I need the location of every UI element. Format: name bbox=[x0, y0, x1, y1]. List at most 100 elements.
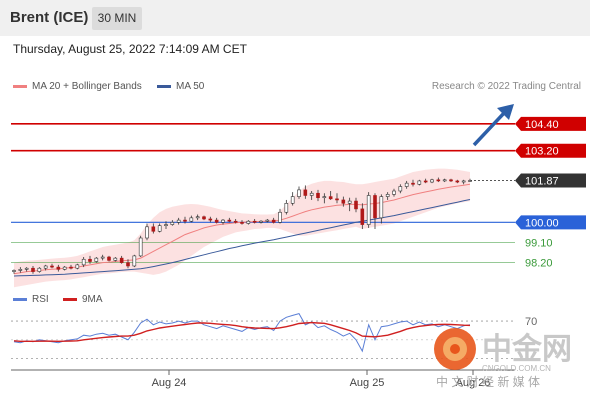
legend-ma20-swatch bbox=[13, 84, 27, 88]
candle-body bbox=[132, 255, 137, 267]
candle-body bbox=[278, 211, 282, 223]
candle-body bbox=[126, 262, 130, 267]
legend-ma50: MA 50 bbox=[157, 81, 204, 92]
candle-body bbox=[164, 224, 168, 226]
watermark-domain: CNGOLD.COM.CN bbox=[482, 364, 551, 373]
rsi-plot: 70 bbox=[11, 313, 537, 360]
watermark-logo: 中金网 CNGOLD.COM.CN 中 文 财 经 新 媒 体 bbox=[430, 328, 590, 395]
legend-9ma-label: 9MA bbox=[82, 294, 103, 305]
candle-body bbox=[398, 186, 403, 192]
candle-body bbox=[297, 189, 301, 197]
chart-header: Brent (ICE) 30 MIN bbox=[0, 0, 590, 36]
rsi-level-label-0: 70 bbox=[525, 316, 537, 328]
candle-body bbox=[303, 189, 308, 196]
legend-rsi: RSI bbox=[13, 294, 49, 305]
watermark-name: 中金网 bbox=[482, 332, 572, 366]
candle-body bbox=[75, 264, 80, 269]
candle-body bbox=[423, 180, 428, 183]
candle-body bbox=[271, 219, 276, 223]
level-tag-3 bbox=[515, 215, 586, 230]
candle-body bbox=[88, 258, 92, 262]
candle-body bbox=[385, 194, 390, 197]
candle-body bbox=[341, 199, 346, 204]
level-label-1: 103.20 bbox=[525, 146, 559, 158]
candle-body bbox=[56, 266, 61, 270]
level-label-3: 100.00 bbox=[525, 217, 559, 229]
legend-ma20: MA 20 + Bollinger Bands bbox=[13, 81, 142, 92]
candle-body bbox=[119, 257, 124, 263]
candle-body bbox=[379, 196, 384, 219]
legend-ma50-label: MA 50 bbox=[176, 81, 205, 92]
candle-body bbox=[284, 203, 289, 213]
candle-body bbox=[94, 257, 99, 262]
candle-body bbox=[12, 270, 16, 272]
candle-body bbox=[347, 200, 352, 204]
candle-body bbox=[417, 180, 422, 185]
candle-body bbox=[461, 180, 466, 183]
legend-rsi-swatch bbox=[13, 297, 27, 301]
candle-body bbox=[24, 267, 29, 270]
forecast-arrow-shaft bbox=[472, 110, 507, 147]
candle-body bbox=[455, 180, 460, 183]
candle-body bbox=[100, 256, 105, 259]
legend-9ma: 9MA bbox=[63, 294, 103, 305]
candle-body bbox=[328, 196, 333, 200]
candle-body bbox=[259, 220, 263, 223]
candle-body bbox=[170, 222, 175, 225]
candle-body bbox=[176, 219, 181, 223]
time-axis: Aug 24 Aug 25 Aug 26 bbox=[11, 369, 515, 389]
candle-body bbox=[208, 218, 213, 221]
candle-body bbox=[430, 179, 434, 183]
candle-body bbox=[62, 266, 67, 270]
candle-body bbox=[138, 237, 143, 257]
legend-9ma-swatch bbox=[63, 297, 77, 301]
legend-ma50-swatch bbox=[157, 84, 171, 88]
candle-body bbox=[107, 256, 111, 261]
timestamp: Thursday, August 25, 2022 7:14:09 AM CET bbox=[13, 42, 247, 56]
watermark-tagline: 中 文 财 经 新 媒 体 bbox=[436, 374, 540, 389]
time-label-0: Aug 24 bbox=[152, 377, 187, 389]
rsi-line bbox=[13, 313, 471, 353]
candle-body bbox=[202, 216, 206, 220]
time-label-2: Aug 26 bbox=[456, 377, 491, 389]
candle-body bbox=[18, 269, 23, 271]
candle-body bbox=[31, 267, 35, 272]
candle-body bbox=[183, 219, 187, 222]
candle-body bbox=[151, 226, 156, 232]
candle-body bbox=[449, 179, 453, 182]
candle-body bbox=[240, 222, 244, 224]
candle-body bbox=[81, 258, 86, 266]
level-label-0: 104.40 bbox=[525, 119, 559, 131]
level-tag-2 bbox=[515, 173, 586, 188]
candle-body bbox=[113, 257, 118, 261]
level-label-4: 99.10 bbox=[525, 237, 553, 249]
time-label-1: Aug 25 bbox=[350, 377, 385, 389]
research-credit: Research © 2022 Trading Central bbox=[431, 81, 581, 92]
level-label-2: 101.87 bbox=[525, 175, 559, 187]
candle-body bbox=[335, 198, 339, 201]
candle-body bbox=[442, 179, 447, 182]
candle-body bbox=[43, 265, 48, 269]
legend-ma20-label: MA 20 + Bollinger Bands bbox=[32, 81, 142, 92]
rsi-ma-line bbox=[13, 321, 471, 343]
candle-body bbox=[290, 196, 295, 204]
candle-body bbox=[360, 208, 365, 225]
candle-body bbox=[69, 266, 73, 269]
forecast-arrow-head-icon bbox=[497, 104, 514, 120]
candle-body bbox=[411, 182, 415, 185]
candle-body bbox=[195, 216, 200, 219]
candle-body bbox=[436, 179, 441, 182]
candle-body bbox=[227, 219, 232, 222]
candle-body bbox=[157, 225, 162, 232]
candle-body bbox=[265, 219, 270, 222]
timeframe-button[interactable]: 30 MIN bbox=[92, 7, 142, 30]
candle-body bbox=[373, 195, 377, 219]
candle-body bbox=[214, 219, 219, 223]
ma50-line bbox=[13, 199, 471, 277]
candle-body bbox=[468, 180, 472, 182]
candle-body bbox=[309, 192, 314, 196]
candle-body bbox=[354, 200, 358, 210]
candle-body bbox=[366, 195, 371, 225]
legend-rsi-label: RSI bbox=[32, 294, 49, 305]
instrument-title: Brent (ICE) bbox=[10, 9, 89, 26]
